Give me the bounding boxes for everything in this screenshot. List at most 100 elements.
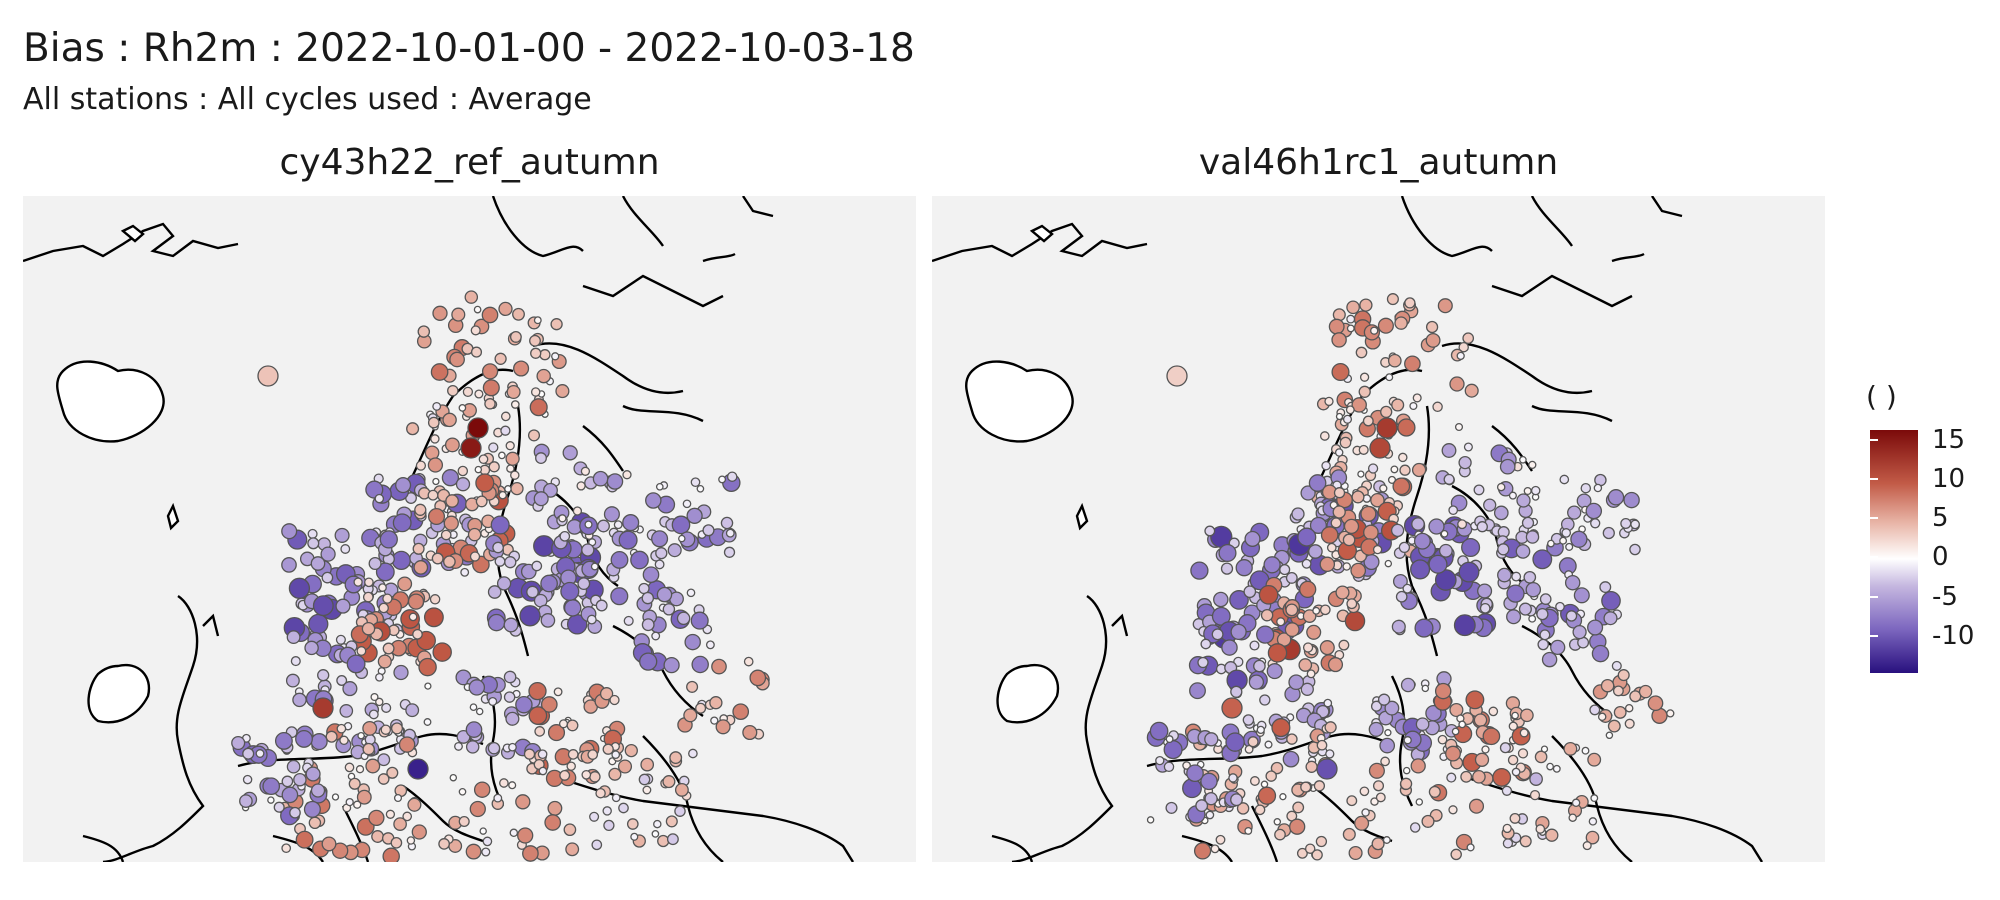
- station-marker: [1546, 762, 1554, 771]
- station-marker: [1458, 720, 1467, 729]
- station-marker: [1309, 516, 1327, 534]
- station-marker: [1421, 814, 1435, 828]
- station-marker: [312, 697, 334, 719]
- station-marker: [1507, 754, 1519, 766]
- coastline: [702, 252, 736, 263]
- colorbar-tick: [1918, 635, 1926, 637]
- station-marker: [1348, 845, 1363, 861]
- station-marker: [377, 773, 390, 785]
- station-marker: [1559, 474, 1570, 485]
- station-marker: [1163, 761, 1175, 773]
- station-marker: [565, 842, 580, 857]
- station-marker: [1370, 492, 1385, 508]
- station-marker: [512, 307, 525, 321]
- station-marker: [639, 652, 658, 671]
- station-marker: [586, 614, 597, 625]
- station-marker: [1190, 561, 1209, 580]
- station-marker: [1580, 482, 1592, 494]
- station-marker: [551, 352, 560, 361]
- station-marker: [1409, 822, 1421, 833]
- station-marker: [651, 530, 669, 548]
- station-marker: [353, 800, 362, 809]
- coastline: [1400, 196, 1573, 258]
- station-marker: [1276, 617, 1286, 627]
- station-marker: [1588, 817, 1598, 826]
- station-marker: [1189, 682, 1206, 700]
- station-marker: [1211, 628, 1224, 641]
- coastline: [1250, 805, 1279, 862]
- station-marker: [1395, 590, 1408, 603]
- station-marker: [1411, 517, 1425, 531]
- station-marker: [654, 559, 665, 570]
- station-marker: [290, 656, 301, 667]
- station-marker: [242, 747, 255, 760]
- station-marker: [342, 681, 358, 697]
- station-marker: [1375, 792, 1386, 803]
- station-marker: [1165, 801, 1178, 814]
- station-marker: [1308, 474, 1327, 492]
- coastline: [120, 224, 145, 243]
- station-marker: [1488, 706, 1499, 717]
- station-marker: [1617, 669, 1630, 682]
- station-marker: [1386, 293, 1399, 306]
- station-marker: [1247, 736, 1259, 748]
- station-marker: [498, 301, 513, 317]
- station-marker: [626, 818, 639, 830]
- station-marker: [528, 706, 548, 725]
- station-marker: [1342, 414, 1353, 424]
- station-marker: [589, 811, 600, 822]
- station-marker: [1391, 619, 1406, 634]
- station-marker: [1545, 828, 1559, 842]
- station-marker: [1315, 835, 1328, 848]
- station-marker: [467, 527, 482, 542]
- station-marker: [1210, 844, 1220, 854]
- station-marker: [1372, 780, 1385, 792]
- station-marker: [547, 724, 566, 742]
- station-marker: [1282, 750, 1300, 768]
- station-marker: [1428, 554, 1448, 574]
- station-marker: [1361, 808, 1370, 817]
- station-marker: [1244, 826, 1253, 835]
- station-marker: [1572, 624, 1587, 640]
- station-marker: [432, 477, 440, 486]
- station-marker: [1462, 332, 1475, 345]
- station-marker: [1248, 674, 1265, 690]
- station-marker: [1316, 739, 1328, 751]
- station-marker: [527, 429, 541, 442]
- station-marker: [695, 702, 707, 714]
- station-marker: [470, 325, 481, 336]
- station-marker: [368, 809, 385, 827]
- station-marker: [530, 347, 542, 359]
- station-marker: [515, 695, 533, 714]
- station-marker: [723, 546, 736, 558]
- station-marker: [538, 766, 548, 776]
- station-marker: [390, 836, 403, 849]
- station-marker: [481, 847, 491, 857]
- station-marker: [397, 576, 413, 592]
- station-marker: [1351, 490, 1365, 504]
- station-marker: [595, 787, 606, 799]
- station-marker: [1264, 740, 1273, 749]
- station-marker: [348, 777, 361, 790]
- station-marker: [725, 528, 735, 538]
- station-marker: [1220, 562, 1234, 575]
- station-marker: [526, 585, 539, 599]
- station-marker: [1332, 505, 1346, 519]
- station-marker: [1530, 485, 1541, 496]
- station-marker: [257, 365, 279, 387]
- station-marker: [1403, 736, 1412, 745]
- station-marker: [449, 351, 465, 368]
- station-marker: [1481, 745, 1490, 754]
- station-marker: [531, 560, 543, 572]
- station-marker: [1570, 530, 1588, 548]
- station-marker: [1258, 584, 1279, 605]
- station-marker: [1415, 717, 1430, 732]
- station-marker: [1496, 482, 1506, 492]
- station-marker: [1225, 732, 1245, 752]
- station-marker: [504, 556, 517, 569]
- coastline: [1011, 595, 1114, 862]
- station-marker: [1266, 663, 1283, 680]
- station-marker: [374, 493, 385, 504]
- station-marker: [334, 527, 350, 543]
- station-marker: [482, 379, 500, 397]
